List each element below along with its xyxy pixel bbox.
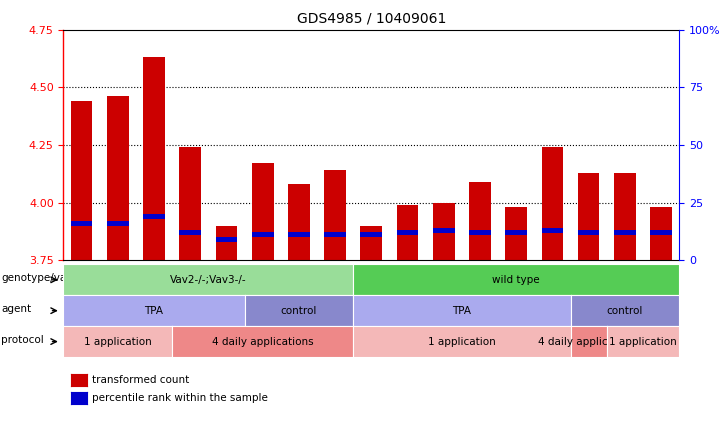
Bar [614, 230, 636, 235]
Bar [71, 221, 92, 226]
Bar [578, 173, 599, 260]
Text: protocol: protocol [1, 335, 44, 345]
Text: 4 daily applications: 4 daily applications [538, 337, 640, 346]
Bar [614, 173, 636, 260]
Text: wild type: wild type [492, 275, 540, 285]
Bar [107, 221, 128, 226]
Bar [71, 101, 92, 260]
Bar [433, 228, 455, 233]
Text: transformed count: transformed count [92, 375, 190, 385]
Bar [541, 147, 563, 260]
Text: TPA: TPA [452, 306, 472, 316]
Bar [288, 232, 310, 237]
Text: genotype/variation: genotype/variation [1, 273, 100, 283]
Bar [360, 225, 382, 260]
Bar [143, 214, 165, 219]
Bar [360, 232, 382, 237]
Bar [143, 57, 165, 260]
Text: 4 daily applications: 4 daily applications [212, 337, 314, 346]
Text: control: control [280, 306, 317, 316]
Bar [252, 163, 273, 260]
Bar [469, 182, 491, 260]
Text: Vav2-/-;Vav3-/-: Vav2-/-;Vav3-/- [170, 275, 247, 285]
Bar [397, 230, 418, 235]
Bar [650, 207, 672, 260]
Bar [252, 232, 273, 237]
Bar [324, 232, 346, 237]
Bar [324, 170, 346, 260]
Bar [216, 237, 237, 242]
Title: GDS4985 / 10409061: GDS4985 / 10409061 [296, 12, 446, 26]
Bar [397, 205, 418, 260]
Text: control: control [606, 306, 643, 316]
Text: 1 application: 1 application [609, 337, 677, 346]
Bar [216, 225, 237, 260]
Bar [505, 207, 527, 260]
Bar [107, 96, 128, 260]
Bar [541, 228, 563, 233]
Bar [180, 147, 201, 260]
Bar [650, 230, 672, 235]
Bar [578, 230, 599, 235]
Text: 1 application: 1 application [84, 337, 151, 346]
Bar [469, 230, 491, 235]
Text: percentile rank within the sample: percentile rank within the sample [92, 393, 268, 403]
Text: TPA: TPA [144, 306, 164, 316]
Text: agent: agent [1, 304, 32, 314]
Bar [180, 230, 201, 235]
Bar [505, 230, 527, 235]
Bar [288, 184, 310, 260]
Bar [433, 203, 455, 260]
Text: 1 application: 1 application [428, 337, 496, 346]
